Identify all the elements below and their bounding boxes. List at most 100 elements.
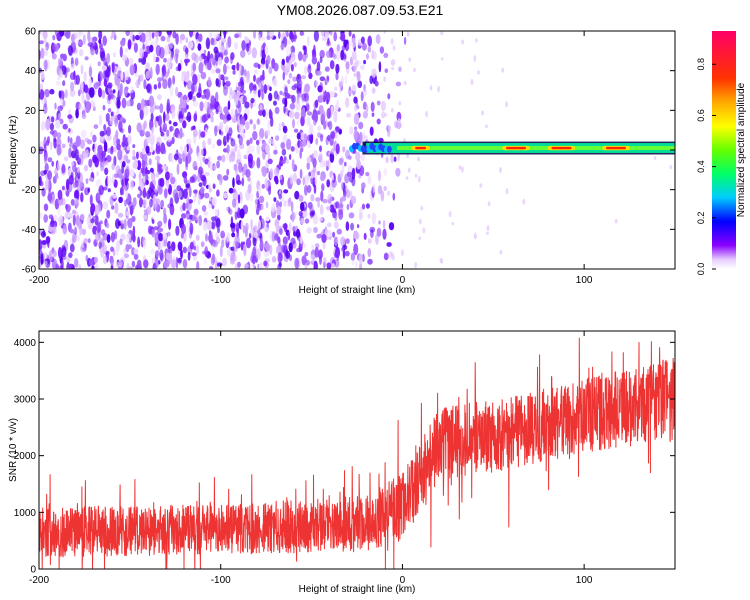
spectrogram-noise-blob <box>123 253 129 259</box>
colorbar-tick-label: 0.0 <box>696 263 706 276</box>
spectrogram-noise-blob <box>204 259 207 265</box>
spectrogram-faint-blob <box>505 101 508 108</box>
spectrogram-noise-blob <box>283 156 287 162</box>
spectrogram-noise-blob <box>326 262 332 269</box>
spectrogram-noise-blob <box>377 170 382 182</box>
spectrogram-noise-blob <box>192 160 198 171</box>
spectrogram-noise-blob <box>276 206 282 216</box>
spectrogram-noise-blob <box>185 47 189 54</box>
spectrogram-noise-blob <box>192 74 198 85</box>
spectrogram-noise-blob <box>58 215 63 227</box>
spectrogram-noise-blob <box>249 192 254 202</box>
spectrogram-noise-blob <box>124 155 129 161</box>
spectrogram-noise-blob <box>151 32 155 39</box>
spectrogram-noise-blob <box>215 218 221 228</box>
spectrogram-noise-blob <box>112 52 116 58</box>
spectrogram-noise-blob <box>239 116 246 127</box>
spectrogram-noise-blob <box>61 143 66 149</box>
spectrogram-noise-blob <box>157 185 163 195</box>
spectrogram-noise-blob <box>143 197 148 207</box>
spectrogram-noise-blob <box>204 171 210 177</box>
spectrogram-noise-blob <box>198 129 202 140</box>
spectrogram-noise-blob <box>291 212 295 223</box>
spectrogram-noise-blob <box>169 84 174 97</box>
spectrogram-noise-blob <box>202 221 208 232</box>
spectrogram-noise-blob <box>139 74 144 82</box>
snr-y-tick-label: 1000 <box>14 508 37 519</box>
spectrogram-faint-blob <box>477 70 480 75</box>
spectrogram-noise-blob <box>267 120 271 129</box>
spectrogram-noise-blob <box>290 45 296 55</box>
spectrogram-noise-blob <box>338 80 343 89</box>
spectrogram-noise-blob <box>107 176 112 186</box>
spectrogram-noise-blob <box>342 249 346 259</box>
spectrogram-faint-blob <box>417 176 421 183</box>
spectrogram-noise-blob <box>187 251 191 261</box>
spectrogram-noise-blob <box>195 234 200 241</box>
spectrogram-noise-blob <box>205 233 208 242</box>
spectrogram-noise-blob <box>92 134 97 143</box>
spectrogram-noise-blob <box>214 208 219 217</box>
spectrogram-noise-blob <box>117 241 120 250</box>
spectrogram-noise-blob <box>163 148 167 155</box>
spectrogram-noise-blob <box>164 188 168 199</box>
spectrogram-noise-blob <box>193 245 197 251</box>
spectrogram-noise-blob <box>98 87 102 98</box>
spectrogram-noise-blob <box>103 124 107 131</box>
spectrogram-faint-blob <box>413 67 416 73</box>
spectrogram-noise-blob <box>127 218 133 229</box>
spectrogram-noise-blob <box>312 157 317 168</box>
spectrogram-noise-blob <box>319 82 323 93</box>
spectrogram-noise-blob <box>299 168 303 179</box>
spectrogram-noise-blob <box>371 112 375 117</box>
spectrogram-noise-blob <box>179 39 183 44</box>
spectrogram-noise-blob <box>277 214 281 221</box>
spectrogram-noise-blob <box>281 58 285 66</box>
spectrogram-faint-blob <box>418 236 422 241</box>
spectrogram-noise-blob <box>132 197 137 207</box>
spectrogram-noise-blob <box>307 36 310 47</box>
spectrogram-noise-blob <box>316 233 322 239</box>
spectrogram-noise-blob <box>152 194 157 204</box>
spectrogram-noise-blob <box>78 40 83 47</box>
spectrogram-noise-blob <box>198 166 203 174</box>
spectrogram-noise-blob <box>132 225 136 237</box>
spectrogram-noise-blob <box>268 92 273 102</box>
colorbar-tick-label: 0.2 <box>696 212 706 225</box>
spectrogram-noise-blob <box>253 83 257 91</box>
spectrogram-noise-blob <box>291 94 296 104</box>
spectrogram-noise-blob <box>215 68 221 74</box>
spectrogram-noise-blob <box>341 247 345 252</box>
spectrogram-noise-blob <box>252 236 257 247</box>
spectrogram-noise-blob <box>367 248 372 258</box>
spectrogram-noise-blob <box>185 213 190 218</box>
spectrogram-noise-blob <box>160 132 165 137</box>
spectrogram-noise-blob <box>290 146 295 152</box>
spectrogram-noise-blob <box>333 31 338 42</box>
spectrogram-noise-blob <box>107 82 113 89</box>
spectrogram-noise-blob <box>271 256 277 263</box>
spectrogram-noise-blob <box>310 194 315 202</box>
spectrogram-faint-blob <box>440 31 444 36</box>
spectrogram-noise-blob <box>143 239 147 250</box>
spectrogram-noise-blob <box>41 187 46 197</box>
spectrogram-noise-blob <box>49 250 53 262</box>
spectrogram-noise-blob <box>190 126 194 131</box>
spectrogram-noise-blob <box>256 157 261 169</box>
spectrogram-noise-blob <box>121 161 126 168</box>
spectrogram-noise-blob <box>56 144 62 156</box>
spectrogram-noise-blob <box>55 174 59 180</box>
spectrogram-noise-blob <box>70 161 75 167</box>
spectrogram-noise-blob <box>97 61 101 67</box>
spectrogram-noise-blob <box>282 134 288 143</box>
spectrogram-noise-blob <box>318 217 323 222</box>
spectrogram-noise-blob <box>345 61 350 70</box>
spectrogram-noise-blob <box>234 33 240 39</box>
spectrogram-noise-blob <box>275 135 280 141</box>
spectrogram-noise-blob <box>329 59 335 70</box>
snr-x-axis: -200 -100 0 100 <box>29 331 593 586</box>
spectrogram-noise-blob <box>208 233 213 244</box>
spectrogram-noise-blob <box>367 213 371 219</box>
spectrogram-noise-blob <box>255 248 261 260</box>
spectrogram-noise-blob <box>220 74 225 81</box>
